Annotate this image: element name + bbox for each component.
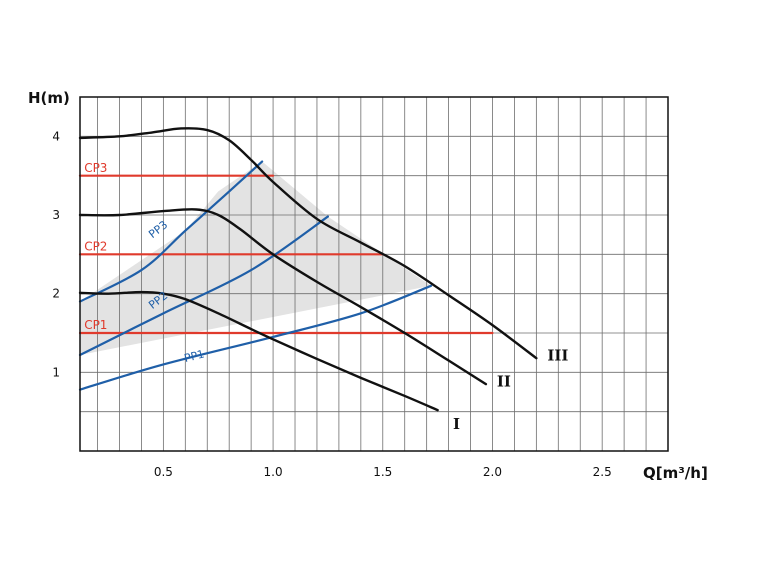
y-tick-label: 4 bbox=[52, 129, 60, 143]
x-axis-title: Q[m³/h] bbox=[643, 464, 708, 482]
cp-label-cp2: CP2 bbox=[84, 239, 107, 253]
pp-label-pp1: PP1 bbox=[183, 348, 206, 366]
y-tick-label: 2 bbox=[52, 287, 60, 301]
y-axis-title: H(m) bbox=[28, 89, 70, 107]
cp-label-cp3: CP3 bbox=[84, 161, 107, 175]
y-tick-label: 3 bbox=[52, 208, 60, 222]
curve-label-i: I bbox=[453, 415, 460, 433]
y-tick-label: 1 bbox=[52, 365, 60, 379]
x-tick-label: 1.0 bbox=[264, 465, 283, 479]
series-line-i bbox=[78, 290, 439, 412]
operating-region bbox=[80, 161, 432, 356]
pp-label-pp3: PP3 bbox=[146, 218, 170, 241]
series-line-pp2 bbox=[78, 215, 330, 357]
cp-label-cp1: CP1 bbox=[84, 318, 107, 332]
series-line-pp1 bbox=[78, 284, 433, 391]
x-tick-label: 1.5 bbox=[373, 465, 392, 479]
x-tick-label: 2.5 bbox=[593, 465, 612, 479]
series-line-pp3 bbox=[78, 160, 264, 303]
plot-frame bbox=[79, 96, 669, 452]
x-tick-label: 2.0 bbox=[483, 465, 502, 479]
curve-label-ii: II bbox=[497, 372, 511, 390]
series-line-iii bbox=[78, 127, 538, 360]
series-line-ii bbox=[78, 208, 488, 386]
curve-label-iii: III bbox=[547, 347, 568, 365]
x-tick-label: 0.5 bbox=[154, 465, 173, 479]
